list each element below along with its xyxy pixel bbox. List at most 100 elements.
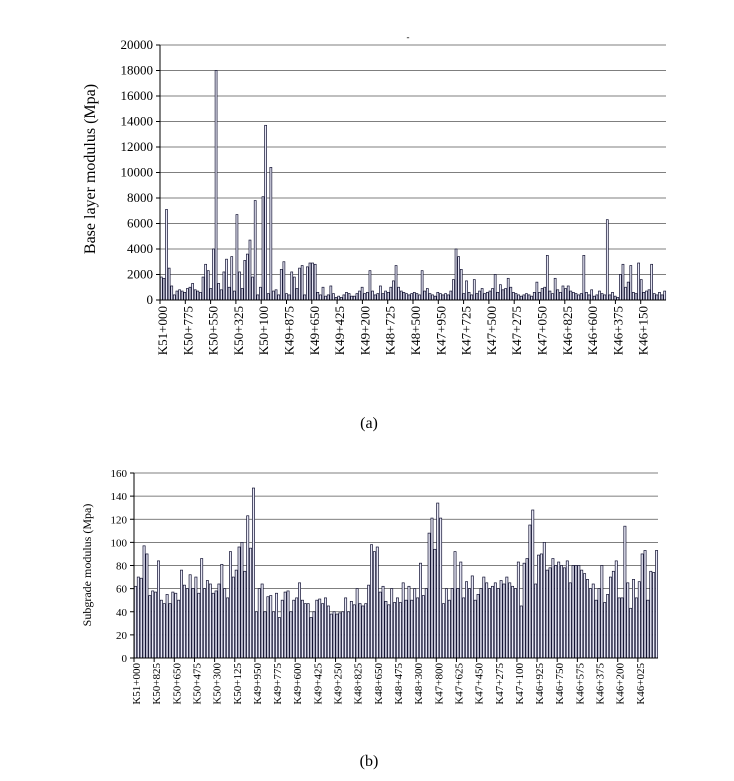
bar bbox=[196, 290, 200, 301]
bar bbox=[483, 293, 487, 301]
bar bbox=[208, 583, 212, 659]
bar bbox=[332, 293, 335, 301]
bar bbox=[194, 576, 198, 659]
x-tick-label: K47+050 bbox=[535, 306, 550, 355]
x-tick-label: K48+650 bbox=[373, 663, 385, 705]
bar bbox=[313, 263, 317, 301]
bar bbox=[454, 248, 458, 301]
bar bbox=[491, 585, 494, 659]
x-tick-label: K47+800 bbox=[433, 663, 445, 705]
bar bbox=[462, 293, 466, 301]
bar bbox=[421, 595, 425, 659]
bar bbox=[442, 603, 445, 659]
bar bbox=[428, 293, 432, 301]
bar bbox=[499, 284, 502, 301]
bar bbox=[256, 294, 260, 301]
x-tick-label: K51+000 bbox=[131, 663, 143, 705]
bar bbox=[324, 295, 327, 301]
bar bbox=[384, 600, 388, 659]
bar bbox=[168, 603, 172, 659]
bar bbox=[511, 585, 515, 659]
bar bbox=[624, 286, 627, 301]
bar bbox=[534, 583, 538, 659]
bar bbox=[465, 581, 468, 659]
bar bbox=[252, 487, 255, 659]
bar bbox=[347, 293, 351, 301]
bar bbox=[295, 597, 299, 659]
bar bbox=[645, 290, 648, 301]
bar bbox=[496, 292, 500, 301]
bar bbox=[646, 599, 650, 659]
x-tick-label: K47+950 bbox=[433, 306, 448, 355]
bar bbox=[274, 289, 278, 301]
bar bbox=[424, 588, 428, 659]
bar bbox=[583, 573, 587, 659]
bar bbox=[286, 590, 290, 659]
bar bbox=[643, 550, 647, 659]
caption-b: (b) bbox=[360, 753, 379, 770]
x-tick-label: K50+325 bbox=[231, 306, 246, 355]
bar bbox=[663, 290, 667, 301]
bar bbox=[349, 600, 353, 659]
bar bbox=[470, 294, 474, 301]
bar bbox=[482, 576, 486, 659]
bar bbox=[145, 553, 149, 659]
chart-b-ylabel: Subgrade modulus (Mpa) bbox=[80, 504, 94, 627]
bar bbox=[590, 289, 593, 301]
bar bbox=[527, 294, 531, 301]
x-tick-label: K49+425 bbox=[312, 663, 324, 705]
bar bbox=[598, 290, 601, 301]
bar bbox=[577, 565, 581, 659]
bar bbox=[457, 256, 460, 301]
y-tick-label: 16000 bbox=[121, 88, 154, 103]
x-tick-label: K49+250 bbox=[333, 663, 345, 705]
bar bbox=[582, 255, 586, 301]
bar bbox=[237, 546, 241, 659]
x-tick-label: K49+775 bbox=[272, 663, 284, 705]
bar bbox=[280, 599, 284, 659]
bar bbox=[603, 602, 607, 659]
bar bbox=[415, 293, 419, 301]
bar bbox=[405, 293, 408, 301]
bar bbox=[649, 570, 653, 659]
bar bbox=[660, 294, 664, 301]
bar bbox=[564, 288, 567, 301]
bar bbox=[632, 579, 635, 659]
bar bbox=[629, 265, 633, 301]
bar bbox=[647, 289, 651, 301]
bar bbox=[342, 294, 346, 301]
bar bbox=[637, 581, 641, 659]
bar bbox=[136, 576, 140, 659]
bar bbox=[376, 293, 380, 301]
bar bbox=[211, 592, 215, 659]
bar bbox=[479, 588, 483, 659]
bar bbox=[272, 290, 275, 301]
y-tick-label: 120 bbox=[111, 514, 128, 526]
bar bbox=[639, 279, 643, 301]
y-tick-label: 8000 bbox=[127, 190, 153, 205]
bar bbox=[367, 584, 371, 659]
bar bbox=[522, 294, 526, 301]
bar bbox=[393, 602, 397, 659]
bar bbox=[444, 588, 448, 659]
bar bbox=[632, 292, 635, 301]
bar bbox=[275, 592, 278, 659]
bar bbox=[655, 294, 659, 301]
bar bbox=[493, 582, 497, 659]
bar bbox=[303, 603, 307, 659]
bar bbox=[167, 267, 171, 301]
bar bbox=[488, 588, 492, 659]
caption-a: (a) bbox=[360, 415, 378, 432]
bar bbox=[298, 582, 301, 659]
bar bbox=[217, 583, 221, 659]
bar bbox=[326, 605, 330, 659]
y-tick-label: 40 bbox=[116, 607, 128, 619]
bar bbox=[410, 599, 414, 659]
bar bbox=[193, 289, 197, 301]
x-tick-label: K48+500 bbox=[408, 306, 423, 355]
bar bbox=[655, 550, 659, 659]
bar bbox=[264, 124, 267, 301]
bar bbox=[300, 599, 304, 659]
bar bbox=[175, 290, 179, 301]
x-tick-label: K48+825 bbox=[353, 663, 365, 705]
